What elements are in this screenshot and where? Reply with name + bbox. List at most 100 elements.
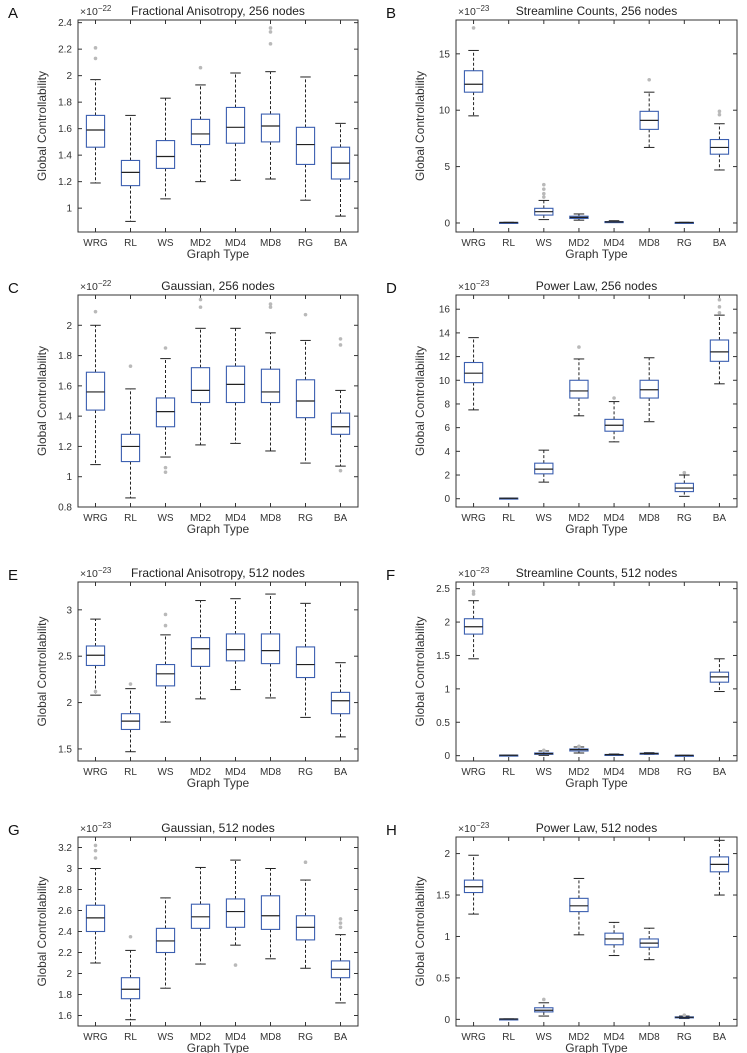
panel-letter: D xyxy=(386,280,397,297)
plot-frame xyxy=(455,19,738,233)
box-rg xyxy=(674,754,694,757)
x-tick-label: MD8 xyxy=(639,238,661,249)
chart-title: Power Law, 256 nodes xyxy=(536,279,657,293)
box-rl xyxy=(499,221,519,224)
x-tick-label: RL xyxy=(502,767,515,778)
box-iqr xyxy=(85,114,106,148)
outlier-point xyxy=(233,963,238,967)
y-axis-label: Global Controllability xyxy=(413,616,427,726)
outlier-point xyxy=(198,297,203,302)
outlier-point xyxy=(93,56,98,61)
exponent-power: −23 xyxy=(476,821,490,830)
box-rl xyxy=(120,682,141,753)
x-tick-label: WRG xyxy=(83,238,108,249)
x-axis-label: Graph Type xyxy=(187,776,250,790)
outlier-point xyxy=(338,921,343,925)
box-md8 xyxy=(260,868,281,960)
chart-panel-a: A Fractional Anisotropy, 256 nodes ×10−22 1… xyxy=(8,4,359,261)
x-axis-label: Graph Type xyxy=(565,776,628,790)
y-tick-label: 5 xyxy=(444,162,450,173)
y-tick-label: 12 xyxy=(439,352,451,363)
x-tick-label: MD4 xyxy=(604,513,626,524)
outlier-point xyxy=(128,364,133,368)
y-axis-label: Global Controllability xyxy=(413,346,427,456)
outlier-point xyxy=(128,934,133,939)
y-tick-label: 1.8 xyxy=(58,990,72,1001)
y-tick-label: 1.4 xyxy=(58,151,72,162)
box-md4 xyxy=(604,396,624,443)
outlier-point xyxy=(717,112,722,117)
axis-exponent: ×10−23 xyxy=(80,821,112,835)
x-tick-label: MD4 xyxy=(604,1032,626,1043)
x-tick-label: BA xyxy=(334,513,348,524)
outlier-point xyxy=(163,465,168,470)
box-iqr xyxy=(569,897,589,913)
axis-exponent: ×10−23 xyxy=(458,279,490,293)
box-iqr xyxy=(260,895,281,930)
x-tick-label: BA xyxy=(334,1032,348,1043)
box-md8 xyxy=(639,752,659,755)
x-tick-label: MD8 xyxy=(260,1032,282,1043)
box-ba xyxy=(330,662,351,738)
outlier-point xyxy=(163,346,168,350)
y-tick-label: 15 xyxy=(439,49,451,60)
outlier-point xyxy=(612,396,616,400)
exponent-base: ×10 xyxy=(80,281,98,293)
box-ws xyxy=(534,449,554,483)
x-axis-label: Graph Type xyxy=(565,1041,628,1053)
box-iqr xyxy=(120,159,141,187)
x-tick-label: BA xyxy=(334,767,348,778)
outlier-point xyxy=(577,345,581,349)
outlier-point xyxy=(93,843,98,848)
plot-frame xyxy=(455,836,738,1027)
exponent-base: ×10 xyxy=(458,823,476,835)
chart-title: Streamline Counts, 512 nodes xyxy=(516,566,677,580)
box-rl xyxy=(499,497,519,500)
box-iqr xyxy=(295,126,316,165)
outlier-point xyxy=(542,748,546,753)
box-ba xyxy=(709,109,730,171)
x-tick-label: BA xyxy=(713,767,727,778)
y-tick-label: 1.5 xyxy=(436,651,450,662)
x-tick-label: MD2 xyxy=(568,238,590,249)
y-tick-label: 2.2 xyxy=(58,45,72,56)
box-ws xyxy=(534,748,554,756)
box-iqr xyxy=(260,633,281,665)
outlier-point xyxy=(198,65,203,70)
outlier-point xyxy=(542,997,546,1002)
x-tick-label: WS xyxy=(536,1032,552,1043)
outlier-point xyxy=(93,848,98,853)
box-md2 xyxy=(569,877,589,936)
box-rg xyxy=(674,1013,694,1020)
x-tick-label: BA xyxy=(713,1032,727,1043)
box-iqr xyxy=(155,663,176,687)
x-tick-label: RG xyxy=(298,767,313,778)
box-md4 xyxy=(225,72,246,181)
box-iqr xyxy=(120,433,141,463)
axis-exponent: ×10−23 xyxy=(80,566,112,580)
chart-panel-c: C Gaussian, 256 nodes ×10−22 0.8 1 1.2 1.4 1.6 1… xyxy=(8,279,359,536)
exponent-base: ×10 xyxy=(458,281,476,293)
x-tick-label: MD4 xyxy=(604,767,626,778)
exponent-power: −23 xyxy=(476,566,490,575)
outlier-point xyxy=(163,612,168,617)
y-tick-label: 3 xyxy=(66,864,72,875)
y-tick-label: 2 xyxy=(66,321,72,332)
x-tick-label: WS xyxy=(157,238,173,249)
x-tick-label: WRG xyxy=(83,767,108,778)
chart-panel-b: B Streamline Counts, 256 nodes ×10−23 0 5 10 1… xyxy=(386,4,738,261)
box-ba xyxy=(709,297,730,385)
y-tick-label: 3.2 xyxy=(58,843,72,854)
y-axis-label: Global Controllability xyxy=(35,71,49,181)
x-tick-label: RL xyxy=(502,513,515,524)
x-axis-label: Graph Type xyxy=(187,522,250,536)
y-tick-label: 1.8 xyxy=(58,98,72,109)
box-md2 xyxy=(569,213,589,221)
exponent-base: ×10 xyxy=(80,568,98,580)
x-tick-label: WRG xyxy=(461,1032,486,1043)
box-wrg xyxy=(85,46,106,184)
box-iqr xyxy=(295,379,316,419)
outlier-point xyxy=(682,470,687,475)
x-tick-label: MD4 xyxy=(225,767,247,778)
outlier-point xyxy=(577,744,581,749)
